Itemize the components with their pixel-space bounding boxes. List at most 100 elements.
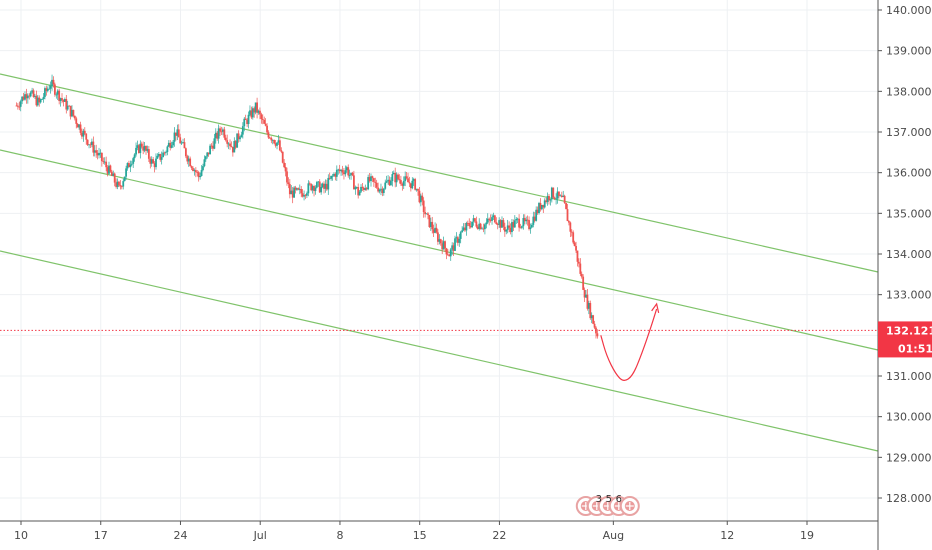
candle-body [417, 188, 419, 191]
candle-body [109, 165, 112, 172]
candle-body [103, 161, 106, 163]
candle-body [102, 161, 105, 162]
candle-body [304, 195, 307, 196]
x-tick-label: 15 [413, 529, 427, 542]
candle-body [570, 231, 573, 233]
candle-body [249, 110, 251, 115]
candle-body [435, 227, 438, 233]
candle-body [456, 237, 459, 243]
candle-body [61, 98, 63, 100]
candle-body [468, 223, 471, 227]
candle-body [15, 105, 18, 107]
candle-body [424, 212, 427, 215]
channel-line-2[interactable] [0, 149, 879, 351]
candle-body [452, 245, 455, 251]
event-flag-icon[interactable] [619, 496, 640, 516]
candle-body [446, 254, 449, 256]
candle-body [179, 137, 182, 144]
candle-body [172, 141, 174, 146]
candle-body [49, 85, 52, 89]
candle-body [367, 177, 370, 190]
candle-body [357, 187, 360, 196]
candle-body [36, 97, 39, 106]
candle-body [344, 170, 347, 175]
candle-body [115, 182, 118, 187]
candle-body [214, 132, 217, 139]
candle-body [106, 167, 109, 174]
candle-body [297, 188, 300, 190]
candle-body [590, 315, 593, 319]
candle-body [243, 118, 246, 127]
candle-body [294, 187, 297, 190]
candle-body [334, 173, 337, 177]
candle-body [83, 130, 86, 134]
candle-body [52, 79, 55, 85]
candle-body [96, 152, 99, 156]
candle-body [290, 190, 293, 195]
candle-body [347, 167, 350, 176]
candle-body [311, 186, 314, 191]
candle-body [559, 195, 562, 197]
candle-body [538, 203, 540, 214]
candle-body [425, 213, 428, 215]
y-tick-label: 140.000 [886, 4, 932, 17]
x-tick-label: 24 [173, 529, 187, 542]
candle-body [291, 190, 294, 198]
candle-body [79, 124, 82, 133]
candle-body [160, 157, 163, 160]
time-axis[interactable]: 10 17 24 Jul 8 15 22 Aug 12 19 [0, 520, 878, 542]
candle-body [153, 163, 156, 168]
candle-body [489, 219, 492, 221]
candle-body [206, 152, 209, 157]
candle-timer: 01:51 [898, 342, 932, 355]
candle-body [482, 228, 485, 230]
candle-body [361, 186, 364, 188]
x-tick-label: 12 [720, 529, 734, 542]
candle-body [207, 152, 210, 155]
candle-body [170, 145, 173, 148]
channel-line-3[interactable] [0, 250, 879, 452]
candle-body [307, 183, 310, 194]
candle-body [324, 183, 327, 189]
candle-body [328, 177, 331, 179]
candle-body [139, 143, 142, 153]
candle-body [532, 216, 535, 225]
candle-body [56, 90, 59, 95]
candle-body [462, 227, 465, 231]
candle-body [401, 183, 404, 186]
y-tick-label: 128.000 [886, 492, 932, 505]
candle-body [587, 302, 590, 309]
candle-body [149, 158, 152, 164]
candle-body [306, 193, 308, 196]
candle-body [474, 218, 476, 222]
candle-body [513, 220, 516, 228]
candle-body [261, 119, 264, 121]
candle-body [256, 102, 258, 113]
candle-body [558, 191, 560, 196]
candle-body [562, 195, 565, 198]
candle-body [476, 226, 479, 229]
candle-body [165, 151, 167, 153]
candle-body [511, 222, 513, 233]
candle-body [220, 131, 223, 133]
y-tick-label: 138.000 [886, 85, 932, 98]
candle-body [260, 114, 263, 120]
price-axis[interactable]: 128.000129.000130.000131.000132.000133.0… [877, 0, 932, 550]
x-tick-label: 8 [336, 529, 343, 542]
candle-body [194, 170, 197, 173]
candle-body [65, 99, 68, 110]
candle-body [350, 172, 352, 176]
candle-body [442, 241, 445, 250]
grid-lines [0, 0, 878, 521]
candle-body [404, 176, 407, 182]
candle-body [93, 150, 96, 153]
x-tick-label: 10 [14, 529, 28, 542]
candle-body [16, 105, 19, 107]
candle-body [267, 132, 270, 138]
candle-body [229, 143, 231, 147]
channel-line-1[interactable] [0, 73, 879, 273]
candle-body [335, 169, 338, 177]
candle-body [555, 198, 558, 200]
